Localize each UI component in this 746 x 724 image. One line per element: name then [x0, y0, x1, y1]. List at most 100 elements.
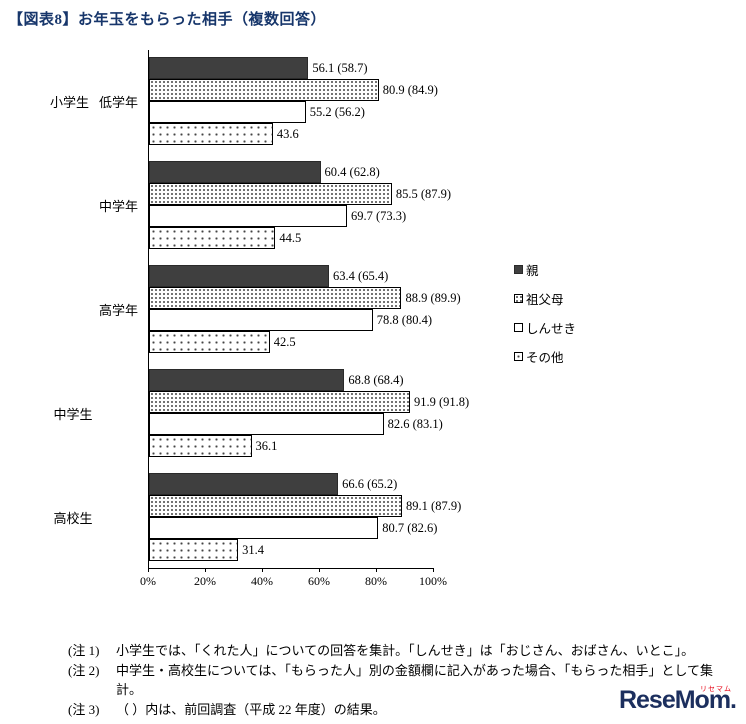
tick-label: 0%: [140, 574, 156, 588]
bar-親-中学年: [149, 161, 321, 183]
bar-value-label: 80.9 (84.9): [382, 82, 438, 97]
bar-group-低学年: 56.1 (58.7) 80.9 (84.9) 55.2 (56.2) 43.6: [149, 57, 438, 145]
category-labels: 小学生 低学年中学年高学年中学生高校生: [22, 50, 148, 568]
bar-親-高校生: [149, 473, 339, 495]
x-axis-ticks: 0% 20% 40% 60% 80% 100%: [140, 568, 447, 592]
tick-mark: [205, 568, 206, 572]
bar-しんせき-低学年: [149, 101, 306, 123]
legend-swatch: [514, 322, 523, 332]
legend-swatch: [514, 351, 523, 361]
category-label-中学年: 中学年: [22, 161, 148, 249]
bar-value-label: 43.6: [276, 126, 299, 141]
bar-その他-高学年: [149, 331, 270, 353]
category-label-高学年: 高学年: [22, 265, 148, 353]
bar-しんせき-高校生: [149, 517, 379, 539]
bar-group-高学年: 63.4 (65.4) 88.9 (89.9) 78.8 (80.4) 42.5: [149, 265, 461, 353]
bar-row: 80.7 (82.6): [149, 517, 437, 539]
legend-label: 親: [526, 263, 539, 278]
legend-item-その他: その他: [514, 346, 576, 366]
tick-label: 80%: [365, 574, 387, 588]
bar-しんせき-中学生: [149, 413, 384, 435]
category-label-低学年: 小学生 低学年: [22, 57, 148, 145]
legend-swatch: [514, 264, 523, 274]
bar-value-label: 44.5: [279, 230, 302, 245]
bar-row: 69.7 (73.3): [149, 205, 433, 227]
tick-label: 60%: [308, 574, 330, 588]
bar-row: 44.5: [149, 227, 433, 249]
bar-親-中学生: [149, 369, 345, 391]
note-2: (注 2) 中学生・高校生については、「もらった人」別の金額欄に記入があった場合、…: [68, 661, 734, 700]
logo-subtext: リセマム: [700, 686, 732, 693]
bar-value-label: 89.1 (87.9): [406, 498, 462, 513]
legend-item-親: 親: [514, 259, 576, 279]
bar-row: 55.2 (56.2): [149, 101, 433, 123]
category-label-中学生: 中学生: [22, 369, 148, 457]
bar-row: 43.6: [149, 123, 433, 145]
tick-mark: [148, 568, 149, 572]
bar-group-中学年: 60.4 (62.8) 85.5 (87.9) 69.7 (73.3) 44.5: [149, 161, 451, 249]
bar-value-label: 69.7 (73.3): [350, 208, 407, 223]
tick-mark: [319, 568, 320, 572]
bar-祖父母-高校生: [149, 495, 403, 517]
bar-祖父母-高学年: [149, 287, 402, 309]
note-1: (注 1) 小学生では、「くれた人」についての回答を集計。「しんせき」は「おじさん…: [68, 641, 734, 661]
bar-value-label: 31.4: [242, 542, 265, 557]
bar-その他-中学年: [149, 227, 276, 249]
category-label-高校生: 高校生: [22, 473, 148, 561]
resemom-logo: ReseMom. リセマム: [618, 686, 737, 720]
category-text: 高学年: [98, 302, 138, 318]
legend-label: 祖父母: [526, 292, 564, 307]
tick-label: 100%: [419, 574, 447, 588]
legend-swatch: [514, 293, 523, 303]
bar-value-label: 78.8 (80.4): [376, 312, 432, 327]
legend: 親祖父母しんせきその他: [514, 259, 576, 366]
bar-row: 78.8 (80.4): [149, 309, 433, 331]
bar-value-label: 80.7 (82.6): [382, 520, 438, 535]
note-label: (注 1): [68, 643, 100, 658]
notes: (注 1) 小学生では、「くれた人」についての回答を集計。「しんせき」は「おじさん…: [68, 641, 734, 719]
category-prefix: 小学生: [49, 94, 89, 110]
bar-value-label: 82.6 (83.1): [387, 416, 443, 431]
bar-row: 89.1 (87.9): [149, 495, 461, 517]
bar-value-label: 55.2 (56.2): [309, 104, 365, 119]
bar-value-label: 60.4 (62.8): [324, 164, 380, 179]
note-text: （ ）内は、前回調査（平成 22 年度）の結果。: [116, 701, 386, 717]
category-text: 中学年: [98, 198, 138, 214]
bar-row: 42.5: [149, 331, 433, 353]
chart-title: 【図表8】お年玉をもらった相手（複数回答）: [8, 12, 327, 28]
bar-祖父母-中学年: [149, 183, 392, 205]
bar-value-label: 85.5 (87.9): [395, 186, 452, 201]
bar-row: 56.1 (58.7): [149, 57, 433, 79]
legend-item-祖父母: 祖父母: [514, 288, 576, 308]
bar-row: 88.9 (89.9): [149, 287, 461, 309]
bar-祖父母-低学年: [149, 79, 379, 101]
bar-row: 68.8 (68.4): [149, 369, 433, 391]
note-label: (注 2): [68, 662, 100, 678]
bar-value-label: 91.9 (91.8): [413, 394, 470, 409]
bar-row: 82.6 (83.1): [149, 413, 443, 435]
bar-group-中学生: 68.8 (68.4) 91.9 (91.8) 82.6 (83.1) 36.1: [149, 369, 469, 457]
note-text: 小学生では、「くれた人」についての回答を集計。「しんせき」は「おじさん、おばさん…: [116, 643, 695, 658]
bar-value-label: 42.5: [273, 334, 296, 349]
bar-その他-高校生: [149, 539, 239, 561]
bar-親-低学年: [149, 57, 309, 79]
bar-row: 60.4 (62.8): [149, 161, 433, 183]
bar-group-高校生: 66.6 (65.2) 89.1 (87.9) 80.7 (82.6) 31.4: [149, 473, 461, 561]
bar-その他-低学年: [149, 123, 273, 145]
tick-mark: [376, 568, 377, 572]
category-text: 高校生: [53, 510, 93, 526]
legend-label: しんせき: [526, 321, 577, 336]
bar-value-label: 63.4 (65.4): [333, 268, 389, 283]
bar-row: 80.9 (84.9): [149, 79, 438, 101]
plot-area: 56.1 (58.7) 80.9 (84.9) 55.2 (56.2) 43.6 60.…: [148, 50, 469, 569]
bar-row: 91.9 (91.8): [149, 391, 469, 413]
bar-row: 66.6 (65.2): [149, 473, 433, 495]
bar-しんせき-高学年: [149, 309, 373, 331]
logo-text: ReseMom.: [618, 686, 737, 714]
bar-その他-中学生: [149, 435, 252, 457]
note-3: (注 3) （ ）内は、前回調査（平成 22 年度）の結果。: [68, 700, 734, 720]
tick-label: 20%: [194, 574, 216, 588]
tick-mark: [262, 568, 263, 572]
bar-しんせき-中学年: [149, 205, 347, 227]
